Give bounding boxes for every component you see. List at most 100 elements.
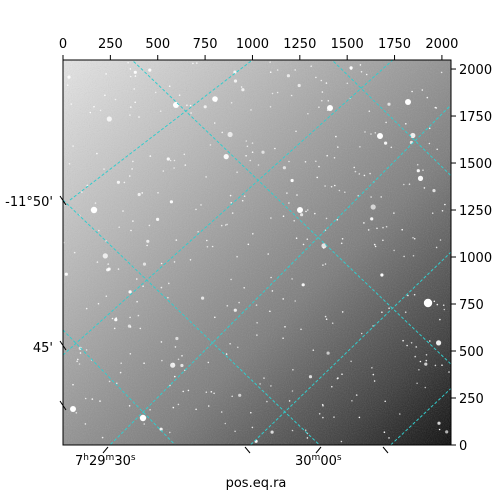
star <box>324 263 327 265</box>
grid-line <box>63 60 394 356</box>
dec-label-11-50: -11°50' <box>5 195 53 210</box>
star <box>349 66 353 70</box>
star <box>425 359 428 362</box>
star <box>182 390 184 393</box>
star <box>321 243 327 249</box>
star <box>113 327 116 330</box>
star <box>385 121 387 124</box>
star <box>211 245 214 248</box>
star <box>414 355 417 358</box>
star <box>129 326 132 328</box>
star <box>206 245 209 248</box>
star <box>146 244 148 247</box>
star <box>442 304 445 307</box>
star <box>104 94 106 97</box>
star <box>103 168 105 170</box>
star <box>139 327 142 330</box>
star <box>240 86 243 88</box>
star <box>425 354 428 356</box>
star <box>251 426 254 429</box>
star <box>322 405 324 407</box>
star <box>358 416 361 419</box>
star <box>108 268 110 271</box>
star <box>399 413 401 415</box>
star <box>224 224 227 226</box>
star <box>441 364 443 367</box>
ra-label-7h29m30s: 7h29m30s <box>75 453 136 469</box>
star <box>282 337 284 340</box>
star <box>388 437 390 439</box>
dec-tick <box>59 195 67 206</box>
star <box>189 259 192 261</box>
star <box>434 106 437 109</box>
star <box>337 146 339 148</box>
star <box>432 189 436 193</box>
right-tick-label: 1750 <box>459 110 492 125</box>
star <box>68 163 71 165</box>
ra-tick <box>382 446 389 454</box>
star <box>183 153 186 156</box>
star <box>89 111 92 114</box>
star <box>337 377 339 379</box>
star <box>212 96 218 102</box>
star <box>282 166 286 170</box>
star <box>130 106 132 108</box>
star <box>448 371 450 373</box>
star <box>245 155 247 157</box>
star <box>321 99 323 102</box>
star <box>318 413 321 415</box>
star <box>229 343 231 345</box>
star <box>187 389 190 392</box>
star <box>243 287 245 289</box>
star <box>325 82 328 84</box>
star <box>419 360 422 363</box>
star <box>169 159 172 162</box>
star <box>200 204 202 206</box>
right-tick-label: 750 <box>459 298 484 313</box>
right-tick-label: 1250 <box>459 204 492 219</box>
star <box>173 261 176 263</box>
star <box>440 71 443 74</box>
star <box>67 75 71 79</box>
star <box>196 62 198 64</box>
star <box>428 142 431 145</box>
star <box>169 384 171 387</box>
star <box>160 286 163 289</box>
star <box>422 169 424 171</box>
star <box>443 308 446 311</box>
star <box>350 68 352 70</box>
star <box>318 165 320 168</box>
star <box>133 70 137 74</box>
grid-line <box>63 199 321 445</box>
top-tick-label: 750 <box>193 37 218 52</box>
star <box>139 414 147 422</box>
star <box>98 229 100 232</box>
star <box>230 202 232 204</box>
star <box>129 353 132 355</box>
star <box>372 373 375 376</box>
star <box>114 318 118 322</box>
star <box>436 303 439 306</box>
star <box>238 301 240 304</box>
star <box>433 300 436 303</box>
top-pixel-axis: 0 250 500 750 1000 1250 1500 1750 2000 <box>59 37 458 60</box>
star <box>416 163 419 166</box>
star <box>380 273 384 277</box>
star <box>243 195 246 197</box>
star <box>326 154 329 157</box>
star <box>130 229 132 232</box>
star <box>220 411 223 413</box>
star <box>233 70 237 74</box>
star <box>213 392 215 395</box>
bottom-ra-axis: 7h29m30s 30m00s pos.eq.ra <box>75 446 389 491</box>
star <box>445 430 449 434</box>
star <box>245 140 248 142</box>
star <box>429 340 431 342</box>
star <box>437 421 441 425</box>
star <box>284 326 286 328</box>
star <box>64 272 68 276</box>
star <box>325 217 328 220</box>
star <box>173 159 176 162</box>
top-tick-label: 2000 <box>425 37 458 52</box>
star <box>143 423 145 425</box>
